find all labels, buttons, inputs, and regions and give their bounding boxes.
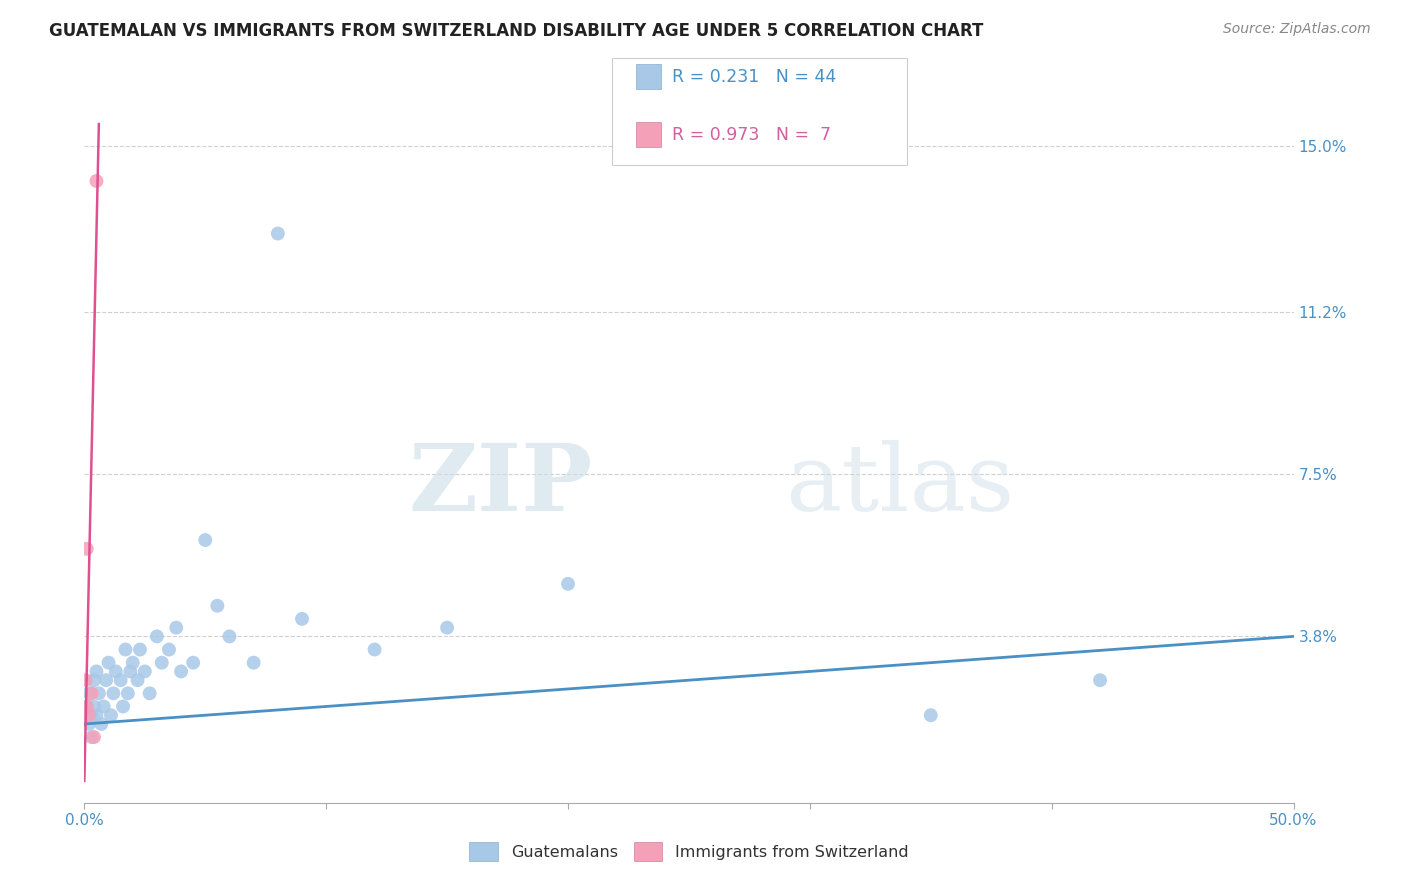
Point [86, 665, 108, 679]
Point [120, 665, 142, 679]
Point [134, 665, 156, 679]
Point [170, 665, 193, 679]
Point [920, 708, 942, 723]
Point [207, 599, 229, 613]
Point [77, 708, 100, 723]
Point [80, 686, 103, 700]
Point [242, 656, 264, 670]
Point [104, 665, 127, 679]
Point [76, 699, 98, 714]
Point [77, 686, 100, 700]
Point [157, 642, 180, 657]
Point [194, 533, 217, 547]
Point [150, 656, 173, 670]
Point [87, 686, 110, 700]
Point [90, 717, 112, 731]
Text: R = 0.973   N =  7: R = 0.973 N = 7 [672, 126, 831, 144]
Point [557, 577, 579, 591]
Point [76, 541, 98, 556]
Point [75, 673, 97, 688]
Point [112, 699, 135, 714]
Point [80, 708, 103, 723]
Point [83, 673, 105, 688]
Point [86, 174, 108, 188]
Point [110, 673, 132, 688]
Point [97, 656, 120, 670]
Point [93, 699, 115, 714]
Text: GUATEMALAN VS IMMIGRANTS FROM SWITZERLAND DISABILITY AGE UNDER 5 CORRELATION CHA: GUATEMALAN VS IMMIGRANTS FROM SWITZERLAN… [49, 22, 984, 40]
Point [76, 699, 98, 714]
Point [218, 629, 240, 643]
Point [267, 227, 290, 241]
Point [83, 730, 105, 744]
Point [121, 656, 143, 670]
Point [83, 699, 105, 714]
Point [100, 708, 122, 723]
Legend: Guatemalans, Immigrants from Switzerland: Guatemalans, Immigrants from Switzerland [463, 836, 915, 867]
Text: ZIP: ZIP [408, 440, 592, 530]
Point [146, 629, 169, 643]
Point [181, 656, 204, 670]
Point [94, 673, 117, 688]
Text: Source: ZipAtlas.com: Source: ZipAtlas.com [1223, 22, 1371, 37]
Point [363, 642, 385, 657]
Point [114, 642, 136, 657]
Point [127, 673, 149, 688]
Point [117, 686, 139, 700]
Point [77, 717, 100, 731]
Point [1088, 673, 1111, 688]
Point [291, 612, 314, 626]
Point [86, 708, 108, 723]
Text: R = 0.231   N = 44: R = 0.231 N = 44 [672, 68, 837, 86]
Point [436, 621, 458, 635]
Point [129, 642, 152, 657]
Point [103, 686, 125, 700]
Point [138, 686, 160, 700]
Text: atlas: atlas [786, 440, 1015, 530]
Point [165, 621, 187, 635]
Point [80, 730, 103, 744]
